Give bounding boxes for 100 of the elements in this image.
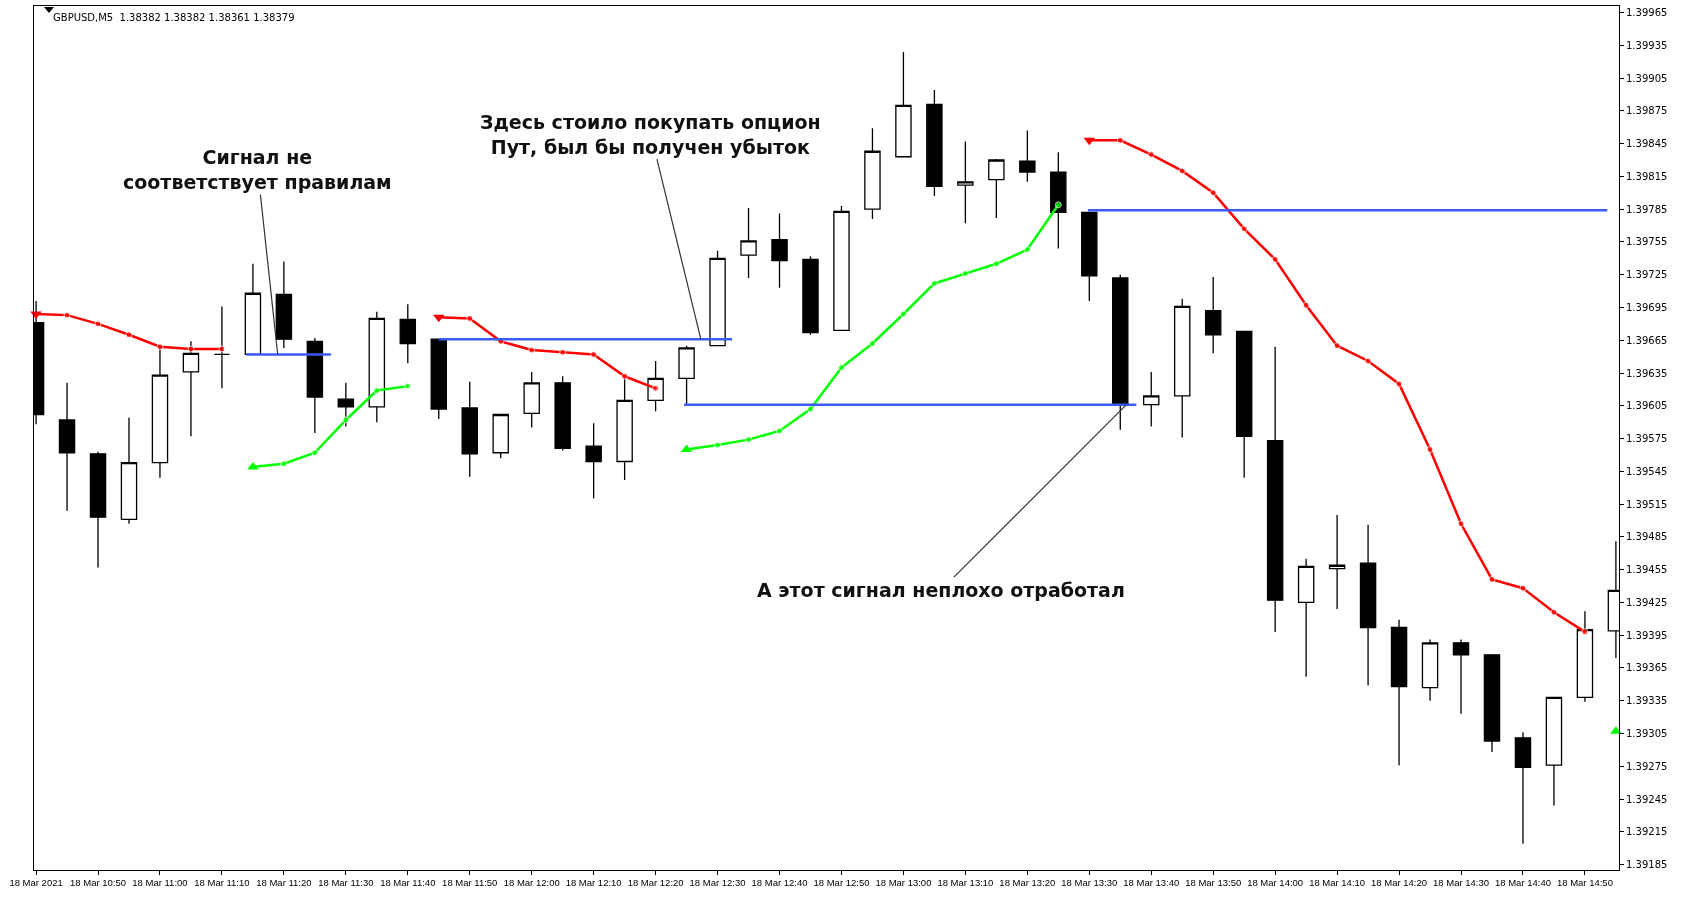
candlestick [368,311,386,423]
x-tick-label: 18 Mar 11:30 [318,877,374,889]
x-tick-label: 18 Mar 11:50 [442,877,498,889]
candlestick [1143,371,1160,428]
point [1426,445,1434,453]
x-tick-label: 18 Mar 10:50 [70,877,127,889]
point [1488,575,1496,583]
candlestick [1050,151,1067,250]
candlestick [1483,654,1501,753]
candlestick [740,207,757,279]
candlestick [988,158,1005,219]
candlestick [1173,298,1191,439]
candlestick [430,338,448,420]
point [1271,255,1279,263]
y-tick-label: 1.39755 [1626,236,1668,248]
candlestick [182,340,200,438]
point [652,384,660,392]
point [1054,201,1062,209]
y-tick-label: 1.39365 [1626,662,1668,674]
point [342,416,350,424]
y-tick-label: 1.39215 [1626,826,1668,838]
x-tick-label: 18 Mar 12:50 [813,877,870,889]
annotation: А этот сигнал неплохо отработал [757,579,1125,601]
y-tick-label: 1.39425 [1626,596,1668,608]
point [63,311,71,319]
x-tick-label: 18 Mar 14:00 [1247,877,1304,889]
point [1209,189,1217,197]
text: GBPUSD,M5 1.38382 1.38382 1.38361 1.38379 [53,11,295,23]
candlestick [1545,696,1563,807]
candlestick [709,250,726,347]
candlestick [1019,129,1036,183]
point [404,382,412,390]
candlestick [244,263,262,356]
x-tick-label: 18 Mar 13:40 [1123,877,1180,889]
y-tick-label: 1.39905 [1626,72,1668,84]
candlestick [213,305,231,389]
point [94,320,102,328]
y-tick-label: 1.39575 [1626,433,1668,445]
x-tick-label: 18 Mar 14:50 [1556,877,1613,889]
x-tick-label: 18 Mar 11:40 [380,877,436,889]
candlestick [957,140,974,225]
candlestick [1266,346,1284,633]
x-tick-label: 18 Mar 12:40 [751,877,808,889]
point [466,314,474,322]
candlestick [120,417,138,525]
x-tick-label: 18 Mar 11:10 [194,877,250,889]
point [433,314,445,323]
y-tick-label: 1.39935 [1626,39,1668,51]
point [1147,151,1155,159]
point [961,270,969,278]
y-tick-label: 1.39455 [1626,564,1668,576]
x-tick-label: 18 Mar 12:10 [565,877,622,889]
x-tick-label: 18 Mar 13:00 [875,877,932,889]
candlestick [895,51,912,158]
y-tick-label: 1.39245 [1626,793,1668,805]
y-tick-label: 1.39725 [1626,269,1668,281]
candlestick [337,382,355,428]
point [1364,357,1372,365]
point [868,340,876,348]
point [1333,342,1341,350]
x-tick-label: 18 Mar 13:50 [1185,877,1242,889]
candlestick [523,371,540,429]
point [1178,167,1186,175]
x-tick-label: 18 Mar 14:30 [1433,877,1490,889]
point [187,345,195,353]
y-tick-label: 1.39815 [1626,170,1668,182]
point [930,279,938,287]
candlestick [1112,274,1129,431]
candlestick [1421,638,1439,702]
point [621,372,629,380]
x-tick-label: 18 Mar 2021 [9,877,63,889]
candlestick [492,413,509,459]
candlestick [1359,524,1377,687]
point [807,405,814,413]
y-tick-label: 1.39305 [1626,727,1668,739]
x-tick-label: 18 Mar 12:00 [503,877,560,889]
candlestick [926,89,943,197]
annotation: Сигнал не соответствует правилам [123,146,392,193]
point [1240,225,1248,233]
candlestick [399,303,417,364]
y-tick-label: 1.39545 [1626,465,1668,477]
point [280,460,288,468]
point [992,260,1000,268]
candlestick [1081,211,1098,302]
candlestick [58,382,76,512]
x-tick-label: 18 Mar 13:30 [1061,877,1118,889]
y-tick-label: 1.39185 [1626,859,1668,871]
candlestick [461,381,478,478]
y-tick-label: 1.39845 [1626,138,1668,150]
point [311,449,319,457]
x-tick-label: 18 Mar 14:40 [1494,877,1551,889]
x-tick-label: 18 Mar 14:20 [1371,877,1428,889]
candlestick [1328,514,1346,610]
x-tick-label: 18 Mar 13:20 [999,877,1056,889]
point [1023,246,1031,254]
x-tick-label: 18 Mar 13:10 [937,877,994,889]
y-tick-label: 1.39665 [1626,334,1668,346]
candlestick [802,255,819,336]
point [590,350,598,358]
candlestick [678,345,695,406]
